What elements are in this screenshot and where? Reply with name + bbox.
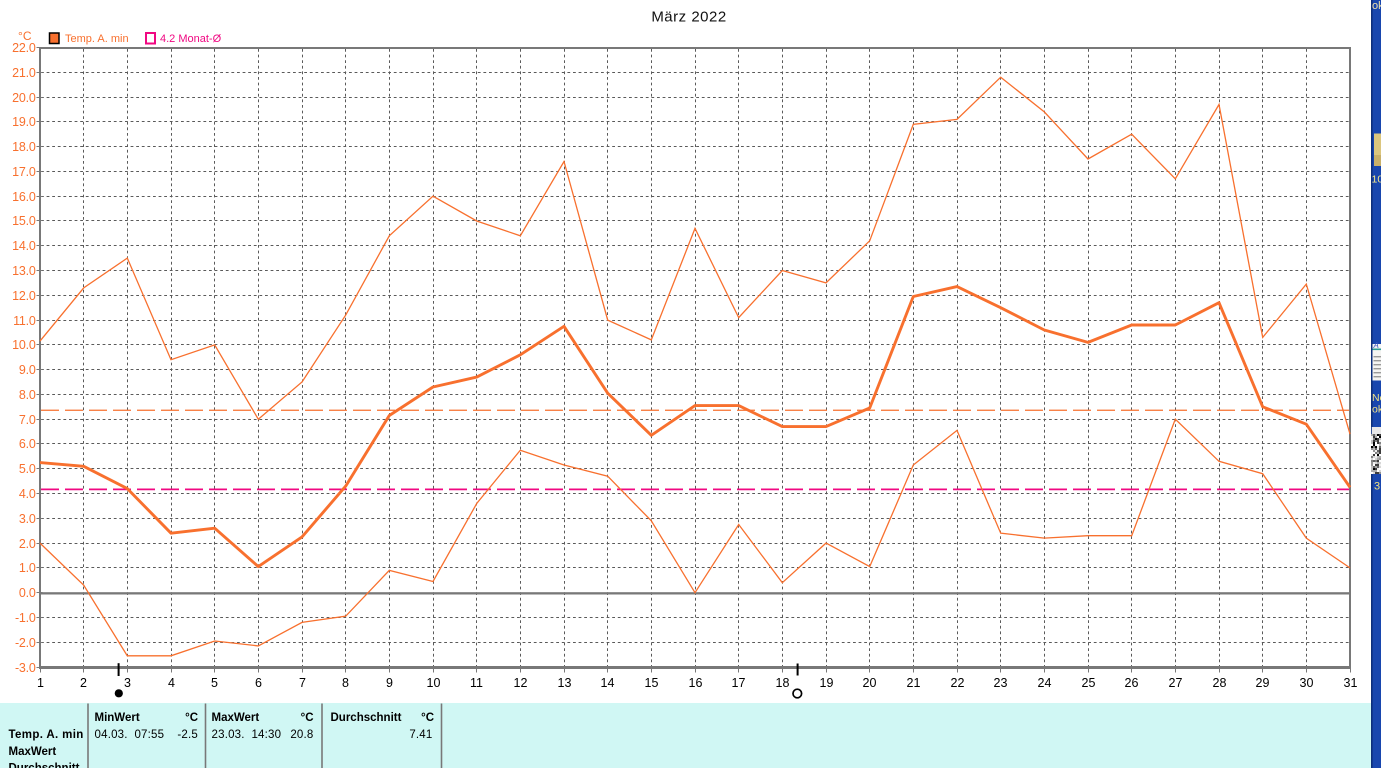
svg-text:25: 25: [1082, 676, 1096, 690]
svg-text:23: 23: [994, 676, 1008, 690]
svg-text:14.0: 14.0: [12, 239, 36, 253]
svg-text:8.0: 8.0: [19, 388, 36, 402]
svg-text:°C: °C: [185, 712, 198, 724]
svg-text:2.0: 2.0: [19, 537, 36, 551]
svg-text:7.41: 7.41: [409, 729, 432, 741]
svg-text:15: 15: [645, 676, 659, 690]
svg-text:21.0: 21.0: [12, 66, 36, 80]
svg-text:März 2022: März 2022: [651, 8, 726, 25]
svg-text:Durchschnitt: Durchschnitt: [9, 763, 80, 768]
svg-text:4: 4: [168, 676, 175, 690]
svg-text:3: 3: [1374, 481, 1380, 493]
svg-text:1.0: 1.0: [19, 561, 36, 575]
svg-text:10: 10: [1372, 174, 1381, 186]
svg-text:24: 24: [1038, 676, 1052, 690]
svg-text:Nö: Nö: [1372, 392, 1381, 404]
svg-text:29: 29: [1256, 676, 1270, 690]
svg-text:21: 21: [907, 676, 921, 690]
svg-text:5.0: 5.0: [19, 462, 36, 476]
svg-text:11: 11: [470, 676, 483, 690]
svg-text:16.0: 16.0: [12, 190, 36, 204]
svg-text:20.8: 20.8: [290, 729, 313, 741]
svg-text:2: 2: [80, 676, 87, 690]
svg-text:28: 28: [1213, 676, 1227, 690]
svg-text:20: 20: [863, 676, 877, 690]
svg-text:7.0: 7.0: [19, 413, 36, 427]
svg-text:18: 18: [776, 676, 790, 690]
svg-text:31: 31: [1344, 676, 1358, 690]
svg-text:-2.0: -2.0: [15, 636, 36, 650]
svg-text:27: 27: [1169, 676, 1183, 690]
svg-text:ok: ok: [1372, 0, 1381, 12]
svg-text:Durchschnitt: Durchschnitt: [331, 712, 402, 724]
svg-text:MinWert: MinWert: [95, 712, 140, 724]
svg-text:18.0: 18.0: [12, 140, 36, 154]
svg-text:6.0: 6.0: [19, 437, 36, 451]
svg-text:9.0: 9.0: [19, 363, 36, 377]
svg-text:20.0: 20.0: [12, 91, 36, 105]
svg-text:6: 6: [255, 676, 262, 690]
svg-text:-3.0: -3.0: [15, 661, 36, 675]
svg-text:26: 26: [1125, 676, 1139, 690]
svg-text:MaxWert: MaxWert: [9, 746, 57, 758]
svg-text:MaxWert: MaxWert: [212, 712, 260, 724]
svg-text:13.0: 13.0: [12, 264, 36, 278]
svg-text:5: 5: [211, 676, 218, 690]
svg-text:0.0: 0.0: [19, 586, 36, 600]
svg-text:22: 22: [951, 676, 965, 690]
svg-text:9: 9: [386, 676, 393, 690]
svg-text:16: 16: [689, 676, 703, 690]
svg-text:ok: ok: [1372, 404, 1381, 416]
svg-text:°C: °C: [421, 712, 434, 724]
svg-text:10.0: 10.0: [12, 338, 36, 352]
svg-text:30: 30: [1300, 676, 1314, 690]
svg-text:°C: °C: [18, 29, 32, 43]
svg-text:3: 3: [124, 676, 131, 690]
svg-text:14: 14: [601, 676, 615, 690]
svg-text:10: 10: [427, 676, 441, 690]
svg-text:1: 1: [37, 676, 44, 690]
svg-text:22.0: 22.0: [12, 41, 36, 55]
svg-text:°C: °C: [301, 712, 314, 724]
svg-text:19: 19: [820, 676, 834, 690]
svg-text:Temp. A. min: Temp. A. min: [65, 33, 129, 45]
svg-text:Temp. A. min: Temp. A. min: [9, 729, 84, 741]
svg-text:-2.5: -2.5: [177, 729, 198, 741]
svg-text:-1.0: -1.0: [15, 611, 36, 625]
svg-text:19.0: 19.0: [12, 115, 36, 129]
svg-text:12: 12: [514, 676, 528, 690]
svg-text:15.0: 15.0: [12, 214, 36, 228]
svg-text:11.0: 11.0: [13, 314, 36, 328]
svg-text:4.2 Monat-Ø: 4.2 Monat-Ø: [160, 33, 222, 45]
svg-text:17: 17: [732, 676, 746, 690]
svg-text:4.0: 4.0: [19, 487, 36, 501]
svg-text:23.03. 14:30: 23.03. 14:30: [212, 729, 282, 741]
svg-text:12.0: 12.0: [12, 289, 36, 303]
svg-text:8: 8: [342, 676, 349, 690]
svg-text:13: 13: [558, 676, 572, 690]
svg-text:17.0: 17.0: [12, 165, 36, 179]
svg-text:04.03. 07:55: 04.03. 07:55: [95, 729, 165, 741]
svg-text:7: 7: [299, 676, 306, 690]
svg-text:A: A: [1373, 341, 1379, 350]
svg-text:3.0: 3.0: [19, 512, 36, 526]
